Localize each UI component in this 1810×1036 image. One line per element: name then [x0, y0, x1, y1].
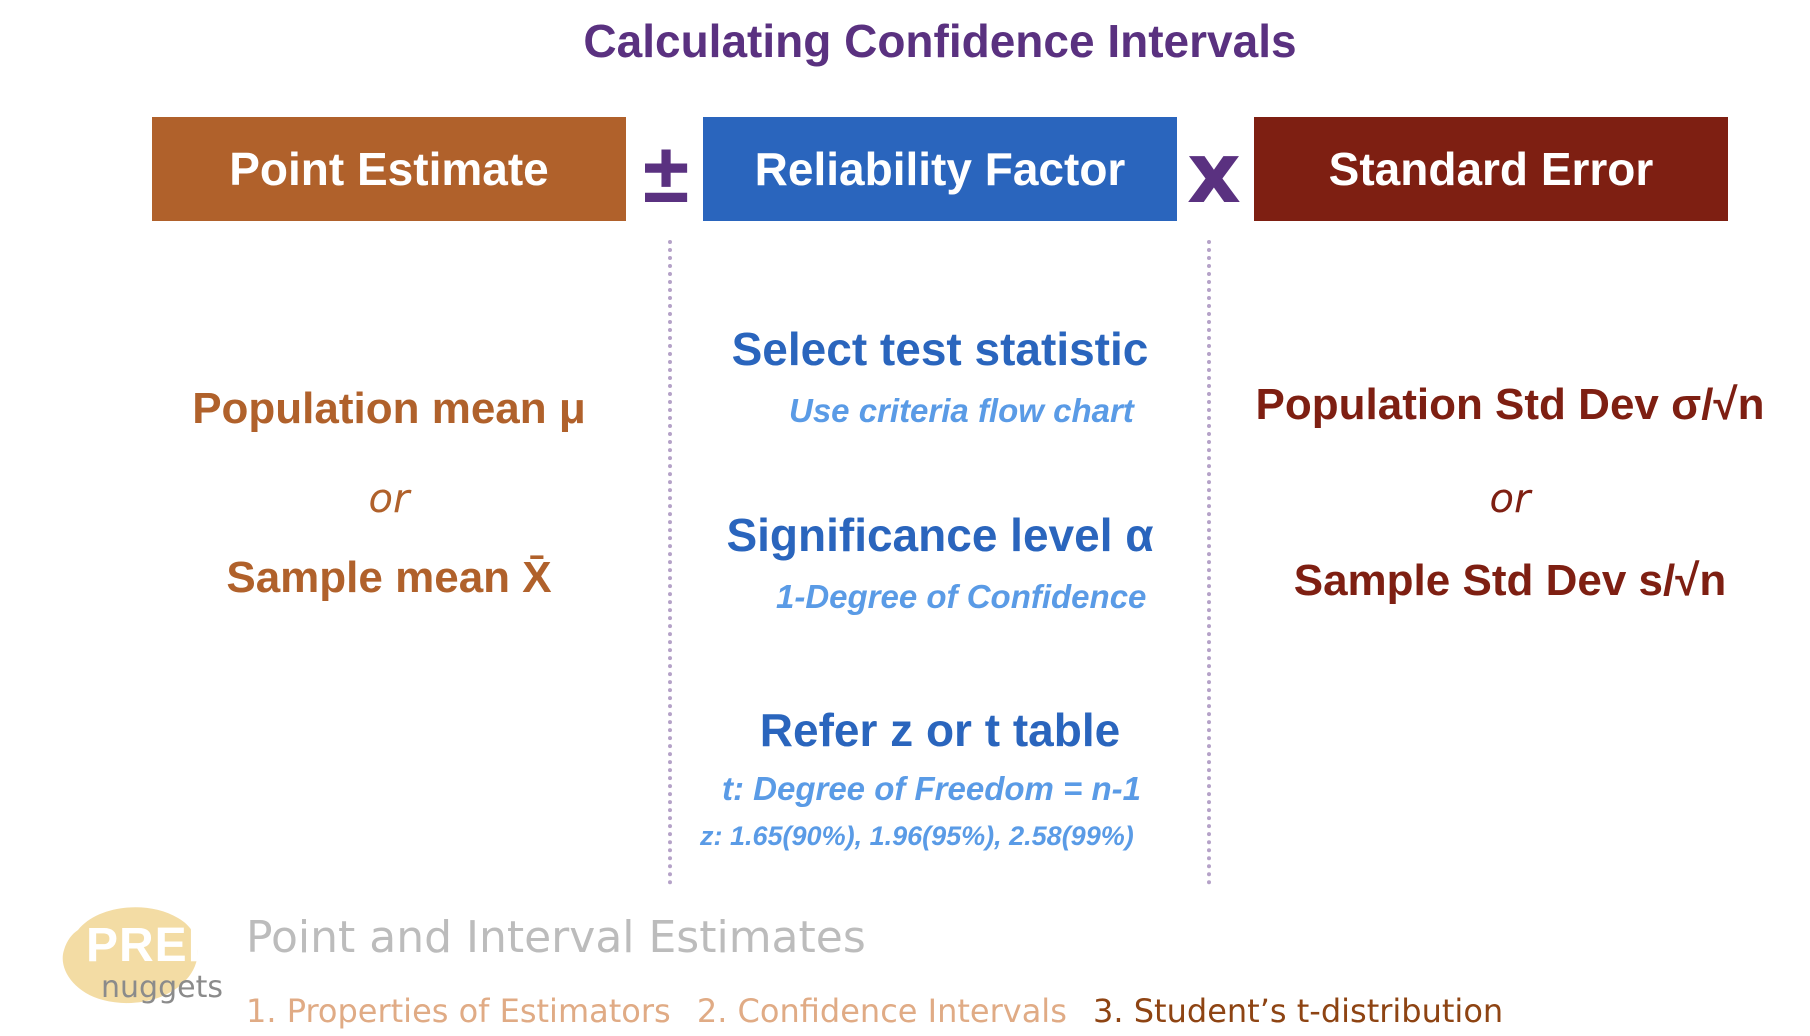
footer-series-title: Point and Interval Estimates — [246, 912, 866, 963]
logo-blob-shape — [62, 907, 198, 1004]
lesson-link-confidence-intervals[interactable]: 2. Confidence Intervals — [696, 992, 1067, 1030]
lesson-link-properties-of-estimators[interactable]: 1. Properties of Estimators — [246, 992, 671, 1030]
standard-error-or: or — [1489, 476, 1531, 522]
sample-mean-label: Sample mean X̄ — [226, 553, 552, 602]
right-dotted-divider — [1207, 240, 1211, 885]
use-criteria-flow-chart-note: Use criteria flow chart — [789, 392, 1134, 429]
logo-prep-text: PREP — [86, 919, 221, 972]
population-std-dev-label: Population Std Dev σ/√n — [1255, 380, 1765, 429]
reliability-factor-box: Reliability Factor — [703, 117, 1177, 221]
footer-lesson-links: 1. Properties of Estimators 2. Confidenc… — [246, 992, 1519, 1030]
point-estimate-box: Point Estimate — [152, 117, 626, 221]
degree-of-confidence-note: 1-Degree of Confidence — [776, 578, 1147, 615]
left-dotted-divider — [668, 240, 672, 885]
significance-level-heading: Significance level α — [726, 509, 1154, 561]
prep-nuggets-logo: PREP nuggets — [58, 900, 223, 1020]
population-mean-label: Population mean μ — [192, 384, 586, 433]
standard-error-box: Standard Error — [1254, 117, 1728, 221]
sample-std-dev-label: Sample Std Dev s/√n — [1293, 556, 1727, 605]
lesson-link-students-t-distribution[interactable]: 3. Student’s t-distribution — [1093, 992, 1504, 1030]
point-estimate-or: or — [368, 476, 410, 522]
logo-nuggets-text: nuggets — [101, 970, 223, 1005]
degree-of-freedom-note: t: Degree of Freedom = n-1 — [722, 770, 1141, 807]
refer-z-or-t-table-heading: Refer z or t table — [759, 704, 1121, 756]
multiply-operator: x — [1186, 124, 1242, 222]
page-title: Calculating Confidence Intervals — [583, 15, 1297, 67]
plus-minus-operator: ± — [642, 126, 690, 220]
select-test-statistic-heading: Select test statistic — [731, 323, 1149, 375]
z-critical-values-note: z: 1.65(90%), 1.96(95%), 2.58(99%) — [700, 821, 1134, 851]
